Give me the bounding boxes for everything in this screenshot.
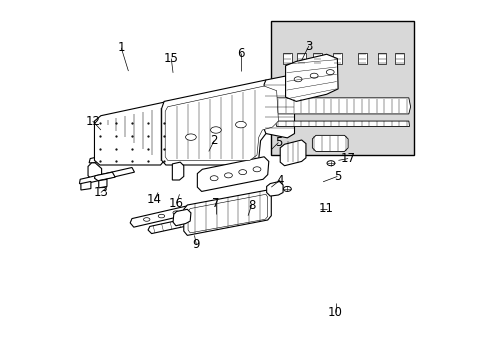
Polygon shape xyxy=(332,53,341,64)
Text: 13: 13 xyxy=(93,186,108,199)
Polygon shape xyxy=(94,172,115,181)
Text: 5: 5 xyxy=(333,170,340,183)
Polygon shape xyxy=(94,102,180,165)
Polygon shape xyxy=(377,53,386,64)
Polygon shape xyxy=(173,209,190,226)
Ellipse shape xyxy=(143,218,150,221)
Ellipse shape xyxy=(294,77,302,82)
Polygon shape xyxy=(81,181,91,190)
Ellipse shape xyxy=(224,173,232,178)
Text: 15: 15 xyxy=(163,52,178,65)
Ellipse shape xyxy=(253,167,261,172)
Ellipse shape xyxy=(210,176,218,181)
Text: 4: 4 xyxy=(276,174,284,186)
Text: 8: 8 xyxy=(247,198,255,212)
Text: 6: 6 xyxy=(237,47,244,60)
Polygon shape xyxy=(197,157,268,192)
Ellipse shape xyxy=(326,161,334,166)
Ellipse shape xyxy=(309,73,317,78)
Ellipse shape xyxy=(185,134,196,140)
Text: 10: 10 xyxy=(327,306,342,319)
Polygon shape xyxy=(264,76,294,138)
Text: 12: 12 xyxy=(85,114,100,127)
Polygon shape xyxy=(266,181,283,196)
Text: 3: 3 xyxy=(305,40,312,53)
Polygon shape xyxy=(285,54,337,102)
Text: 16: 16 xyxy=(169,197,184,210)
Polygon shape xyxy=(88,163,102,179)
Text: 14: 14 xyxy=(147,193,162,206)
Bar xyxy=(271,21,413,155)
Text: 5: 5 xyxy=(274,136,282,149)
Polygon shape xyxy=(99,179,107,188)
Polygon shape xyxy=(283,53,291,64)
Text: 7: 7 xyxy=(212,197,219,210)
Polygon shape xyxy=(148,212,219,234)
Text: 2: 2 xyxy=(210,134,218,147)
Polygon shape xyxy=(89,147,145,163)
Ellipse shape xyxy=(325,69,333,75)
Polygon shape xyxy=(216,203,268,217)
Polygon shape xyxy=(280,140,305,166)
Ellipse shape xyxy=(238,170,246,175)
Ellipse shape xyxy=(210,127,221,133)
Polygon shape xyxy=(395,53,404,64)
Text: 9: 9 xyxy=(192,238,200,251)
Polygon shape xyxy=(188,194,267,233)
Polygon shape xyxy=(274,98,410,114)
Polygon shape xyxy=(165,86,278,160)
Polygon shape xyxy=(172,162,183,180)
Polygon shape xyxy=(275,121,408,126)
Polygon shape xyxy=(183,190,271,235)
Polygon shape xyxy=(162,80,282,165)
Ellipse shape xyxy=(235,121,246,128)
Polygon shape xyxy=(312,135,347,152)
Polygon shape xyxy=(313,53,322,64)
Ellipse shape xyxy=(173,211,179,215)
Ellipse shape xyxy=(283,186,291,192)
Polygon shape xyxy=(130,205,194,227)
Ellipse shape xyxy=(158,214,164,218)
Polygon shape xyxy=(80,167,134,184)
Text: 1: 1 xyxy=(117,41,125,54)
Polygon shape xyxy=(357,53,366,64)
Polygon shape xyxy=(297,53,305,64)
Text: 17: 17 xyxy=(340,152,355,165)
Text: 11: 11 xyxy=(319,202,333,215)
